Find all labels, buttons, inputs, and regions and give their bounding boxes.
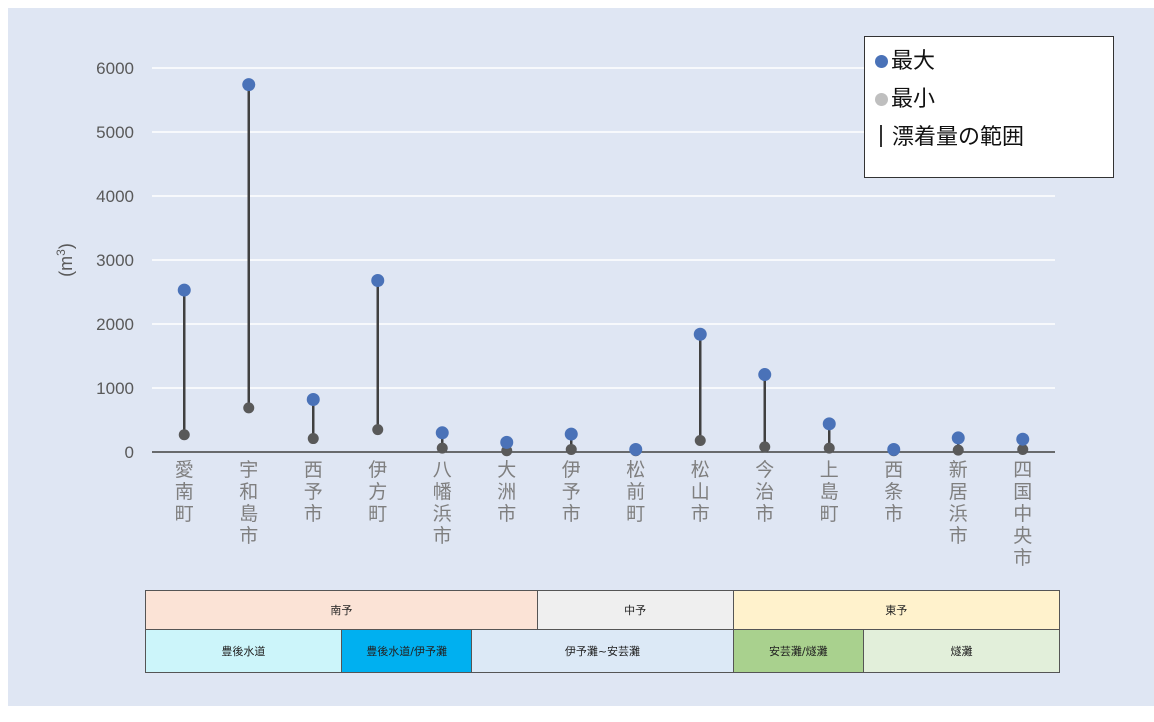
x-category-label: 西予市 [304, 459, 323, 525]
max-point [951, 431, 965, 445]
sea-area-cell: 安芸灘/燧灘 [732, 629, 865, 673]
max-point [887, 442, 901, 456]
region-row-sea: 豊後水道 豊後水道/伊予灘 伊予灘~安芸灘 安芸灘/燧灘 燧灘 [145, 629, 1060, 673]
x-category-label: 上島町 [820, 459, 839, 525]
sea-area-cell: 伊予灘~安芸灘 [471, 629, 734, 673]
legend-range-label: 漂着量の範囲 [892, 125, 1025, 150]
max-point [1016, 432, 1030, 446]
y-tick-label: 2000 [96, 315, 134, 334]
region-row-main: 南予 中予 東予 [145, 590, 1061, 630]
max-point [758, 368, 772, 382]
y-tick-label: 4000 [96, 187, 134, 206]
max-point [564, 427, 578, 441]
region-table: 南予 中予 東予 豊後水道 豊後水道/伊予灘 伊予灘~安芸灘 安芸灘/燧灘 燧灘 [145, 590, 1061, 673]
legend-max: 最大 [875, 43, 1113, 81]
min-point [565, 443, 577, 455]
x-category-label: 大洲市 [497, 459, 516, 525]
sea-area-cell: 豊後水道/伊予灘 [340, 629, 473, 673]
max-point [177, 283, 191, 297]
max-point [242, 78, 256, 92]
x-category-label: 愛南町 [175, 459, 194, 525]
y-tick-label: 5000 [96, 123, 134, 142]
sea-area-cell: 豊後水道 [145, 629, 342, 673]
min-point [372, 424, 384, 436]
region-cell: 東予 [732, 590, 1061, 630]
x-category-label: 今治市 [755, 459, 774, 525]
min-point [307, 433, 319, 445]
min-point [952, 444, 964, 456]
y-tick-label: 1000 [96, 379, 134, 398]
min-point [436, 442, 448, 454]
x-category-label: 松前町 [626, 459, 645, 525]
max-point [822, 417, 836, 431]
min-point [694, 434, 706, 446]
region-cell: 中予 [536, 590, 734, 630]
max-point [306, 393, 320, 407]
x-category-label: 伊方町 [368, 459, 387, 525]
legend-range: 漂着量の範囲 [875, 119, 1113, 157]
min-point [178, 429, 190, 441]
region-cell: 南予 [145, 590, 538, 630]
max-point [371, 273, 385, 287]
range-line-icon [880, 125, 882, 147]
min-point [759, 441, 771, 453]
max-dot-icon [875, 55, 888, 68]
x-category-label: 新居浜市 [949, 459, 968, 547]
y-tick-label: 3000 [96, 251, 134, 270]
legend-min-label: 最小 [891, 87, 936, 112]
sea-area-cell: 燧灘 [863, 629, 1060, 673]
legend: 最大 最小 漂着量の範囲 [864, 36, 1114, 178]
x-category-label: 八幡浜市 [433, 459, 452, 547]
min-point [243, 402, 255, 414]
max-point [693, 327, 707, 341]
x-category-label: 西条市 [884, 459, 903, 525]
x-category-label: 四国中央市 [1013, 459, 1032, 569]
y-tick-label: 0 [125, 443, 134, 462]
x-category-label: 宇和島市 [239, 459, 258, 547]
min-dot-icon [875, 93, 888, 106]
y-tick-label: 6000 [96, 59, 134, 78]
max-point [629, 442, 643, 456]
x-category-label: 伊予市 [562, 459, 581, 525]
min-point [823, 442, 835, 454]
legend-max-label: 最大 [891, 49, 936, 74]
max-point [435, 426, 449, 440]
max-point [500, 435, 514, 449]
y-axis-label: (m3) [54, 243, 76, 277]
x-category-label: 松山市 [691, 459, 710, 525]
legend-min: 最小 [875, 81, 1113, 119]
min-point [1017, 443, 1029, 455]
